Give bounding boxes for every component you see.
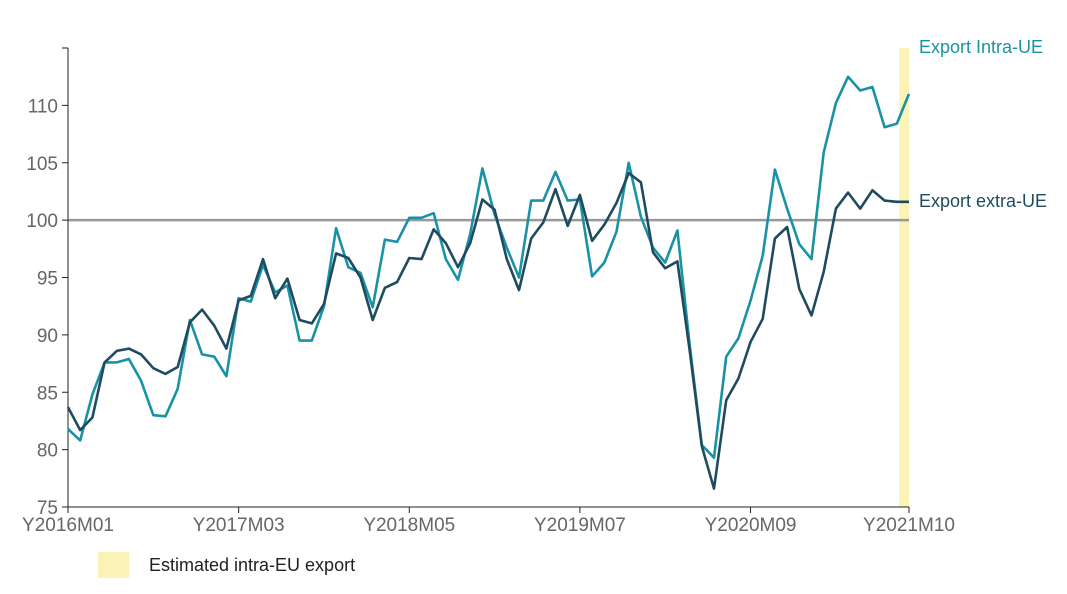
x-tick-label: Y2021M10 — [863, 515, 955, 536]
series-line-extra-ue — [66, 171, 909, 490]
x-tick-label: Y2017M03 — [193, 515, 285, 536]
y-tick-label: 110 — [28, 96, 58, 117]
y-tick-label: 80 — [37, 441, 58, 462]
axes — [67, 48, 909, 508]
legend: Estimated intra-EU export — [98, 552, 355, 578]
x-axis-ticks: Y2016M01 Y2017M03 Y2018M05 Y2019M07 Y2020M09… — [22, 507, 955, 536]
series-lines — [66, 75, 911, 490]
x-tick-label: Y2016M01 — [22, 515, 114, 536]
y-axis-ticks: 75 80 85 90 95 100 105 110 — [26, 47, 68, 519]
y-tick-label: 85 — [37, 383, 58, 404]
series-label-intra-ue: Export Intra-UE — [919, 37, 1043, 57]
estimated-period-band-layer — [899, 48, 909, 507]
legend-label: Estimated intra-EU export — [149, 554, 356, 575]
series-line-intra-ue — [67, 75, 911, 459]
estimated-period-band — [899, 48, 909, 507]
y-tick-label: 100 — [26, 211, 58, 232]
x-tick-label: Y2020M09 — [705, 515, 797, 536]
y-tick-label: 95 — [37, 269, 58, 290]
series-labels: Export Intra-UE Export extra-UE — [919, 37, 1047, 211]
x-tick-label: Y2018M05 — [363, 515, 455, 536]
series-label-extra-ue: Export extra-UE — [919, 191, 1047, 211]
y-tick-label: 75 — [37, 498, 58, 519]
y-tick-label: 90 — [37, 326, 58, 347]
legend-swatch — [98, 552, 129, 578]
x-tick-label: Y2019M07 — [534, 515, 626, 536]
y-tick-label: 105 — [26, 154, 58, 175]
